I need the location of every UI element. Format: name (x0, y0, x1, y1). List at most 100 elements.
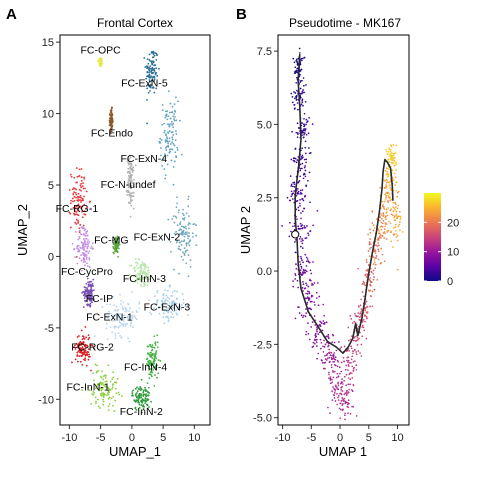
cluster-point (165, 110, 167, 113)
cluster-point (167, 310, 170, 313)
cluster-fc-rg-1 (68, 167, 91, 258)
pseudotime-point (344, 412, 346, 415)
pseudotime-point (295, 59, 298, 62)
pseudotime-point (337, 399, 340, 401)
cluster-point (180, 244, 183, 246)
cluster-point (77, 219, 79, 222)
pseudotime-point (390, 152, 393, 154)
pseudotime-point (342, 398, 344, 401)
cluster-point (93, 392, 96, 394)
pseudotime-point (355, 415, 358, 417)
cluster-point (138, 276, 141, 279)
color-legend-tick-label: 0 (447, 276, 453, 288)
cluster-point (146, 399, 148, 402)
pseudotime-point (393, 164, 396, 167)
pseudotime-point (347, 399, 350, 402)
cluster-point (168, 140, 171, 143)
pseudotime-point (396, 216, 399, 218)
cluster-point (81, 216, 84, 219)
cluster-point (180, 307, 183, 310)
cluster-plot-frame (59, 34, 211, 426)
cluster-point (175, 206, 178, 209)
cluster-point (151, 344, 154, 347)
cluster-point (150, 349, 153, 352)
cluster-point (166, 316, 169, 318)
cluster-point (74, 358, 77, 361)
cluster-point (147, 62, 150, 65)
cluster-point (82, 261, 85, 263)
pseudotime-point (329, 351, 331, 354)
pseudotime-point (377, 250, 380, 253)
cluster-point (86, 344, 89, 347)
cluster-point (124, 325, 127, 327)
cluster-point (131, 171, 134, 173)
pseudotime-point (351, 405, 353, 408)
cluster-point (141, 272, 144, 274)
pseudotime-point (383, 207, 386, 210)
cluster-point (122, 317, 125, 319)
pseudotime-point (304, 269, 307, 272)
pseudotime-point (295, 131, 298, 134)
pseudotime-point (332, 376, 335, 379)
pseudotime-point (387, 196, 390, 198)
cluster-point (85, 282, 88, 285)
cluster-label: FC-RG-2 (71, 342, 114, 354)
cluster-point (75, 343, 78, 345)
cluster-point (130, 321, 133, 324)
pseudotime-point (302, 268, 305, 271)
cluster-label: FC-ExN-4 (120, 153, 167, 165)
cluster-point (169, 240, 172, 243)
pseudotime-point (379, 212, 382, 215)
y-tick-label: 0.0 (257, 266, 272, 278)
cluster-point (80, 259, 83, 262)
cluster-point (142, 405, 145, 408)
cluster-point (72, 206, 75, 209)
cluster-point (138, 403, 141, 406)
cluster-point (94, 387, 97, 390)
cluster-point (136, 276, 139, 279)
cluster-point (149, 311, 151, 314)
pseudotime-point (395, 233, 398, 235)
cluster-point (117, 332, 120, 335)
pseudotime-point (347, 406, 350, 409)
cluster-label: FC-InN-3 (123, 273, 166, 285)
pseudotime-point (294, 241, 296, 243)
cluster-point (85, 256, 88, 259)
cluster-point (169, 102, 172, 105)
pseudotime-point (385, 238, 388, 240)
cluster-point (174, 215, 177, 218)
cluster-point (188, 227, 190, 230)
pseudotime-point (294, 72, 297, 74)
pseudotime-point (309, 230, 312, 232)
pseudotime-point (320, 341, 323, 344)
cluster-point (88, 201, 91, 204)
pseudotime-point (378, 232, 381, 235)
cluster-point (109, 132, 112, 135)
cluster-point (139, 387, 142, 390)
cluster-point (84, 289, 87, 292)
cluster-point (131, 192, 134, 194)
cluster-point (116, 251, 119, 254)
cluster-point (83, 259, 86, 261)
cluster-point (115, 241, 118, 244)
pseudotime-point (325, 321, 328, 324)
cluster-point (173, 289, 176, 292)
cluster-point (76, 247, 78, 250)
cluster-label: FC-IP (86, 293, 113, 305)
pseudotime-point (351, 355, 354, 358)
cluster-point (166, 118, 169, 121)
cluster-point (131, 317, 134, 319)
cluster-point (183, 226, 186, 229)
cluster-point (185, 262, 188, 265)
cluster-point (73, 195, 76, 198)
cluster-point (144, 66, 147, 68)
pseudotime-point (295, 58, 298, 61)
cluster-point (77, 203, 80, 206)
pseudotime-point (311, 123, 314, 125)
pseudotime-point (394, 209, 396, 211)
cluster-point (154, 354, 157, 357)
cluster-point (105, 380, 108, 383)
cluster-point (78, 344, 81, 347)
pseudotime-point (295, 267, 298, 270)
pseudotime-point (345, 373, 348, 376)
